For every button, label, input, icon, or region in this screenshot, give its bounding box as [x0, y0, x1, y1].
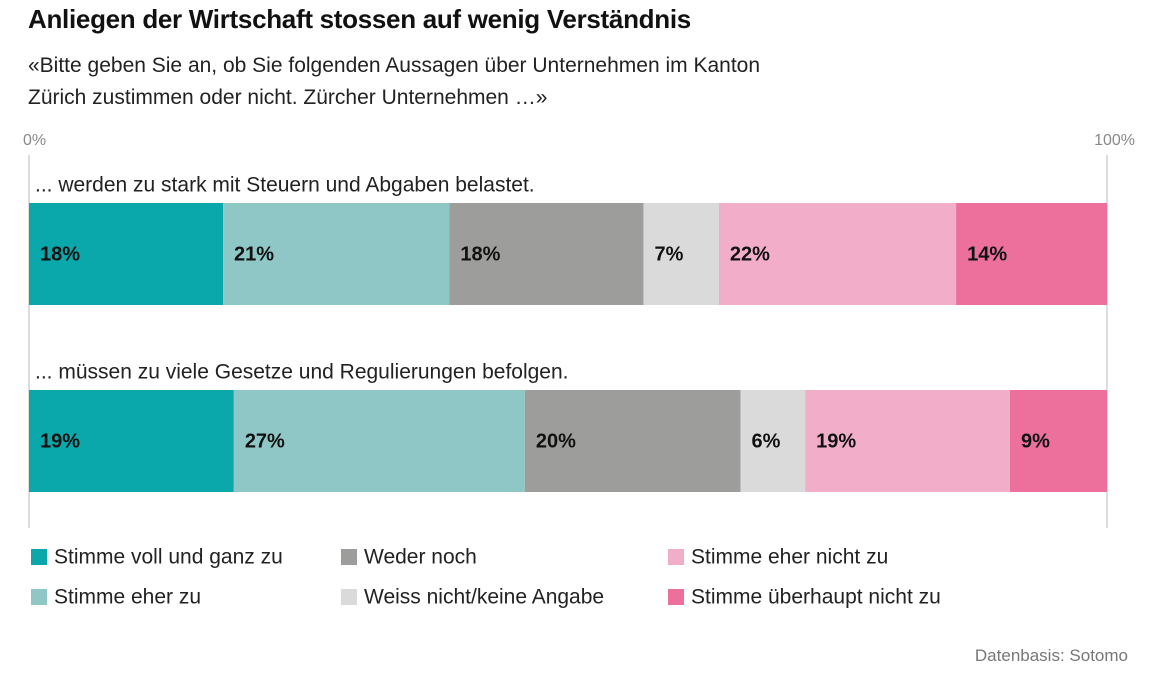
x-tick-label: 0%: [23, 132, 46, 149]
bar-segment: [449, 203, 644, 305]
legend-label: Stimme eher nicht zu: [691, 546, 888, 569]
bar-segment: [718, 203, 957, 305]
value-label: 20%: [536, 430, 576, 452]
legend-label: Stimme überhaupt nicht zu: [691, 586, 941, 609]
legend-swatch: [341, 549, 357, 565]
bar-segment: [223, 203, 450, 305]
value-label: 18%: [40, 243, 80, 265]
value-label: 6%: [751, 430, 780, 452]
value-label: 7%: [654, 243, 683, 265]
bar-segment: [643, 203, 719, 305]
value-label: 18%: [460, 243, 500, 265]
source-note: Datenbasis: Sotomo: [974, 646, 1128, 665]
legend-label: Weder noch: [364, 546, 477, 569]
value-label: 21%: [234, 243, 274, 265]
bar-segment: [524, 390, 741, 492]
value-label: 14%: [967, 243, 1007, 265]
legend-swatch: [341, 589, 357, 605]
category-label: ... müssen zu viele Gesetze und Regulier…: [35, 361, 569, 384]
x-tick-label: 100%: [1094, 132, 1135, 149]
bar-segment: [233, 390, 525, 492]
bar-segment: [740, 390, 806, 492]
legend-swatch: [31, 589, 47, 605]
value-label: 19%: [816, 430, 856, 452]
bar-segment: [805, 390, 1010, 492]
chart-subtitle: «Bitte geben Sie an, ob Sie folgenden Au…: [28, 54, 761, 109]
bar-segment: [956, 203, 1107, 305]
legend-label: Stimme eher zu: [54, 586, 201, 609]
legend-swatch: [668, 589, 684, 605]
value-label: 19%: [40, 430, 80, 452]
chart: 0% 100% ... werden zu stark mit Steuern un…: [23, 132, 1135, 609]
bar-segment: [1009, 390, 1107, 492]
bar-segment: [29, 390, 234, 492]
legend-label: Stimme voll und ganz zu: [54, 546, 283, 569]
value-label: 22%: [730, 243, 770, 265]
legend-swatch: [31, 549, 47, 565]
value-label: 9%: [1021, 430, 1050, 452]
value-label: 27%: [245, 430, 285, 452]
legend-swatch: [668, 549, 684, 565]
bar-segment: [29, 203, 224, 305]
chart-title: Anliegen der Wirtschaft stossen auf weni…: [28, 4, 691, 34]
legend-label: Weiss nicht/keine Angabe: [364, 586, 604, 609]
category-label: ... werden zu stark mit Steuern und Abga…: [35, 174, 535, 197]
